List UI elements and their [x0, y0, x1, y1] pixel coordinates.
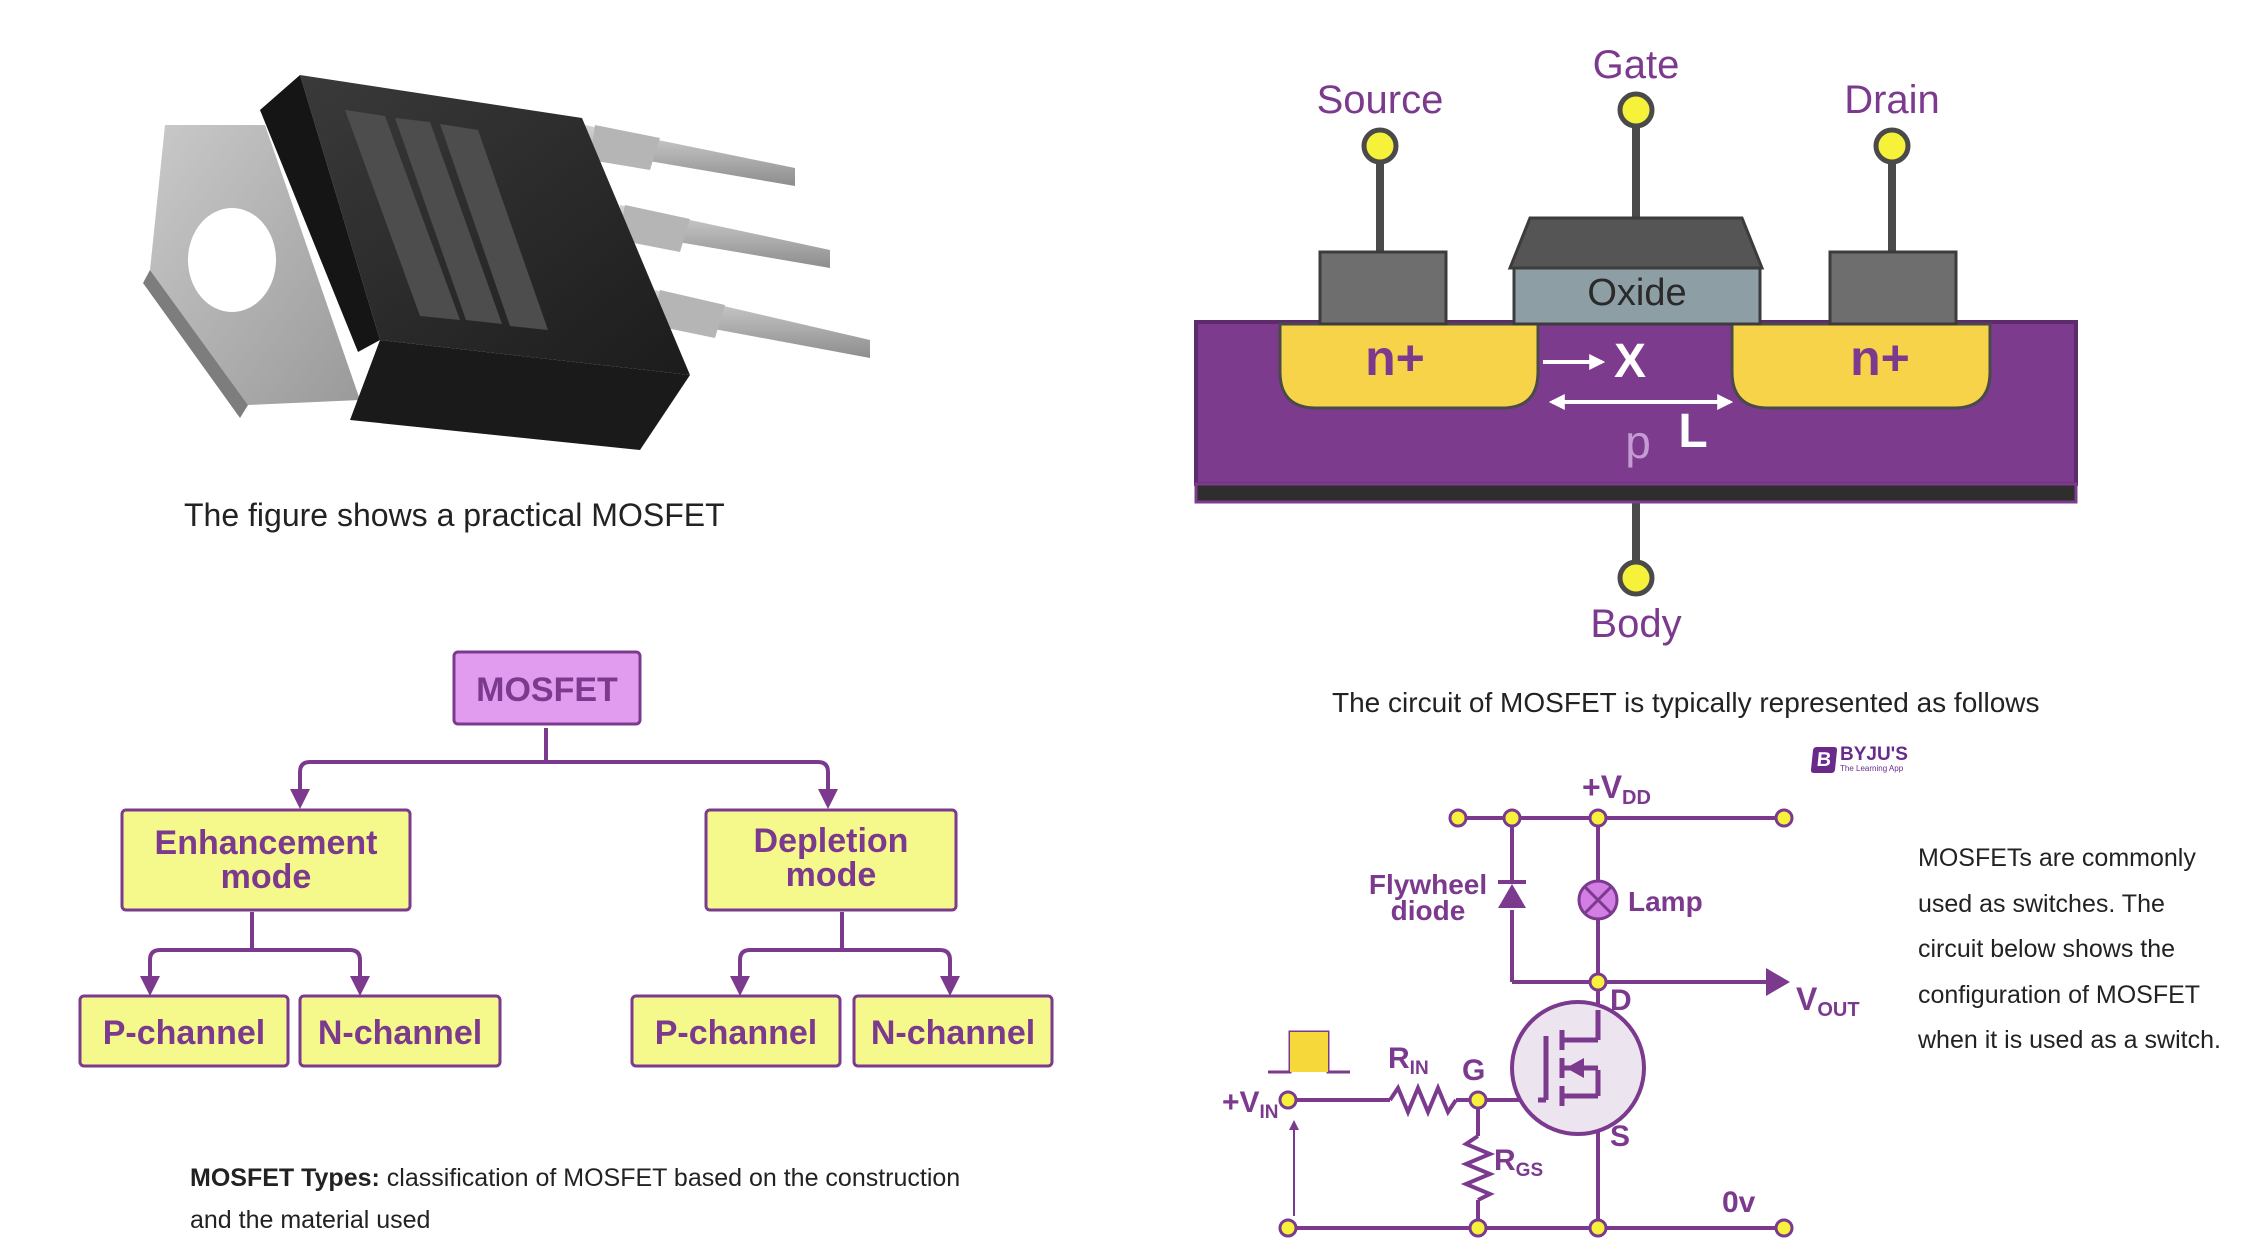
body-stem [1632, 498, 1640, 580]
body-contact-metal [1194, 482, 2078, 504]
n-plus-drain-well [1730, 322, 1992, 410]
gate-pin-label: G [1462, 1054, 1485, 1087]
node-gnd-left [1278, 1218, 1298, 1238]
node-gnd-rgs [1468, 1218, 1488, 1238]
node-vdd-left [1448, 808, 1468, 828]
source-terminal [1361, 127, 1399, 165]
zero-volt-label: 0v [1722, 1186, 1756, 1219]
node-gnd-right [1774, 1218, 1794, 1238]
mosfet-types-caption-rest: classification of MOSFET based on the co… [190, 1164, 961, 1234]
source-metal [1318, 250, 1448, 326]
node-gnd-source [1588, 1218, 1608, 1238]
drain-terminal [1873, 127, 1911, 165]
vdd-label: +VDD [1582, 769, 1651, 809]
pin-bottom [652, 290, 870, 358]
package-body [260, 75, 690, 450]
node-vin [1278, 1090, 1298, 1110]
dep-n-box [852, 994, 1054, 1068]
drain-metal [1828, 250, 1958, 326]
source-pin-label: S [1610, 1120, 1630, 1153]
practical-mosfet-caption: The figure shows a practical MOSFET [184, 497, 725, 533]
n-plus-source-well [1278, 322, 1540, 410]
mosfet-types-caption-bold: MOSFET Types: [190, 1164, 380, 1192]
vout-label: VOUT [1796, 981, 1860, 1021]
lamp-label: Lamp [1628, 886, 1703, 917]
enhancement-label-line2: mode [221, 858, 312, 896]
root-label: MOSFET [476, 671, 618, 709]
byjus-logo: B BYJU'S The Learning App [1810, 744, 1908, 773]
switch-caption: MOSFETs are commonly used as switches. T… [1918, 844, 2221, 1054]
p-label: p [1625, 416, 1651, 468]
rin-label: RIN [1388, 1042, 1429, 1079]
enh-p-box [78, 994, 290, 1068]
enhancement-label-line1: Enhancement [155, 824, 378, 862]
gate-metal [1507, 216, 1765, 270]
mosfet-package-illustration [143, 75, 870, 450]
circuit-labels: +VDD Flywheel diode Lamp VOUT D G S RIN … [1222, 769, 1860, 1219]
root-box [452, 650, 642, 726]
mosfet-structure-diagram: Source Gate Drain Body Oxide n+ n+ X L p [1194, 43, 2078, 646]
byjus-brand-name: BYJU'S [1840, 744, 1908, 765]
rin-resistor [1388, 1082, 1458, 1118]
circuit-nodes [1278, 808, 1794, 1238]
depletion-label-line2: mode [786, 856, 877, 894]
drain-label: Drain [1844, 78, 1940, 122]
source-label: Source [1317, 78, 1444, 122]
enhancement-box [120, 808, 412, 912]
circuit-caption: The circuit of MOSFET is typically repre… [1332, 687, 2040, 718]
dep-p-channel-label: P-channel [655, 1014, 817, 1052]
x-label: X [1614, 335, 1646, 388]
enh-p-channel-label: P-channel [103, 1014, 265, 1052]
byjus-logo-text: BYJU'S The Learning App [1840, 744, 1908, 773]
rgs-resistor [1460, 1134, 1496, 1202]
node-drain [1588, 972, 1608, 992]
depletion-box [704, 808, 958, 912]
dep-n-channel-label: N-channel [871, 1014, 1035, 1052]
mosfet-types-tree: MOSFET Enhancement mode Depletion mode P… [78, 650, 1054, 1068]
n-plus-left-label: n+ [1365, 330, 1425, 386]
gate-label: Gate [1593, 43, 1680, 87]
oxide-layer [1512, 266, 1762, 326]
source-stem [1376, 148, 1384, 254]
node-vdd-diode [1502, 808, 1522, 828]
node-vdd-lamp [1588, 808, 1608, 828]
mounting-hole [188, 208, 276, 312]
lamp-cross-b [1583, 885, 1613, 915]
circuit-components [1268, 808, 1794, 1238]
l-label: L [1678, 405, 1707, 458]
rgs-label: RGS [1494, 1144, 1543, 1181]
tree-connectors [140, 728, 960, 996]
flywheel-label-line2: diode [1391, 895, 1466, 926]
vout-arrowhead [1766, 968, 1790, 996]
gate-terminal [1617, 91, 1655, 129]
gate-stem [1632, 112, 1640, 220]
node-gate [1468, 1090, 1488, 1110]
drain-stem [1888, 148, 1896, 254]
body-terminal [1617, 559, 1655, 597]
flywheel-label-line1: Flywheel [1369, 869, 1487, 900]
enh-n-box [298, 994, 502, 1068]
drain-pin-label: D [1610, 984, 1632, 1017]
mosfet-types-caption: MOSFET Types: classification of MOSFET b… [190, 1157, 970, 1241]
flywheel-diode [1498, 884, 1526, 908]
heatsink-tab [143, 125, 360, 418]
node-vdd-right [1774, 808, 1794, 828]
enh-n-channel-label: N-channel [318, 1014, 482, 1052]
dep-p-box [630, 994, 842, 1068]
n-plus-right-label: n+ [1850, 330, 1910, 386]
byjus-brand-tagline: The Learning App [1840, 764, 1904, 773]
vin-label: +VIN [1222, 1086, 1279, 1123]
pin-middle [618, 205, 830, 268]
body-label: Body [1590, 602, 1681, 646]
depletion-label-line1: Depletion [754, 822, 909, 860]
mosfet-arrow [1566, 1058, 1584, 1078]
pulse-fill [1290, 1032, 1328, 1072]
pin-top [585, 125, 795, 186]
byjus-logo-mark: B [1810, 746, 1838, 773]
oxide-label: Oxide [1587, 272, 1686, 314]
